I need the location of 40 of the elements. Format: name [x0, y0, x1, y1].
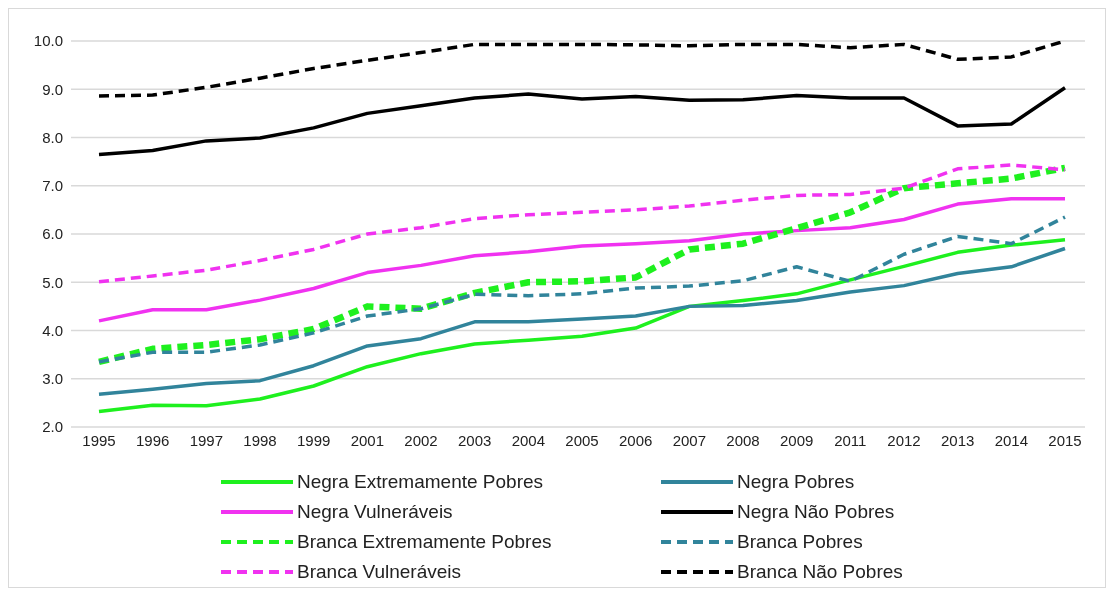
x-tick-label: 2003: [457, 431, 492, 449]
x-tick-label: 2002: [404, 431, 438, 449]
x-tick-label: 2013: [940, 431, 975, 449]
legend-label: Negra Extremamente Pobres: [297, 471, 544, 493]
y-tick-label: 3.0: [42, 370, 63, 388]
x-tick-label: 1996: [135, 431, 170, 449]
legend-label: Branca Pobres: [737, 531, 863, 553]
x-tick-label: 1995: [82, 431, 116, 449]
x-tick-label: 1997: [189, 431, 224, 449]
x-tick-label: 1999: [296, 431, 331, 449]
line-series: [97, 163, 1067, 284]
legend-label: Negra Pobres: [737, 471, 855, 493]
x-tick-label: 1998: [243, 431, 277, 449]
line-series: [97, 215, 1067, 364]
x-tick-label: 2009: [779, 431, 814, 449]
y-tick-label: 5.0: [42, 273, 63, 291]
y-tick-label: 9.0: [42, 80, 63, 98]
x-tick-label: 2006: [618, 431, 653, 449]
legend-label: Branca Vulneráveis: [297, 561, 462, 583]
y-tick-label: 4.0: [42, 321, 63, 339]
x-tick-label: 2011: [834, 431, 867, 449]
y-tick-label: 7.0: [42, 177, 63, 195]
legend-label: Branca Extremamente Pobres: [297, 531, 552, 553]
x-tick-label: 2004: [511, 431, 546, 449]
x-tick-label: 2007: [672, 431, 707, 449]
y-tick-label: 6.0: [42, 225, 63, 243]
x-tick-label: 2005: [565, 431, 599, 449]
x-tick-label: 2014: [994, 431, 1029, 449]
x-tick-label: 2001: [350, 431, 385, 449]
x-tick-label: 2012: [887, 431, 921, 449]
x-tick-label: 2015: [1048, 431, 1082, 449]
x-tick-label: 2008: [726, 431, 760, 449]
line-series: [97, 197, 1067, 323]
y-tick-label: 10.0: [33, 32, 63, 50]
legend-label: Negra Não Pobres: [737, 501, 895, 523]
legend-label: Negra Vulneráveis: [297, 501, 453, 523]
legend-label: Branca Não Pobres: [737, 561, 903, 583]
y-tick-label: 2.0: [42, 418, 63, 436]
y-tick-label: 8.0: [42, 128, 63, 146]
line-series: [97, 86, 1067, 157]
